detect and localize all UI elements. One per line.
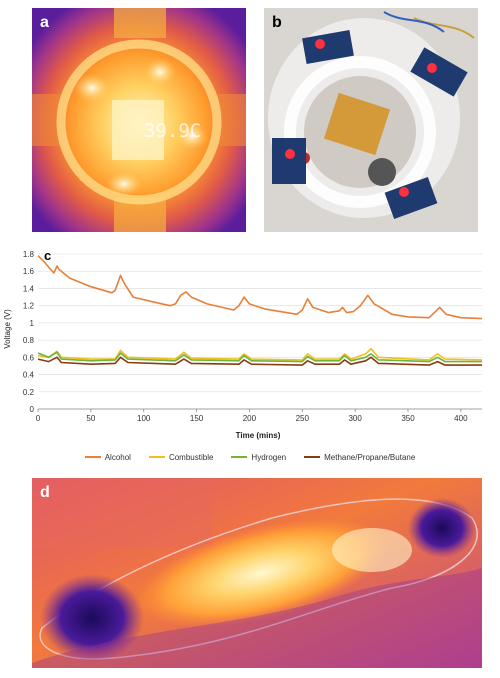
x-tick-label: 150 xyxy=(190,414,204,423)
chart-legend: Alcohol Combustible Hydrogen Methane/Propan… xyxy=(0,449,500,465)
legend-label: Hydrogen xyxy=(251,452,287,462)
panel-label-d: d xyxy=(40,484,50,501)
series-line-hydrogen xyxy=(37,351,482,363)
x-tick-label: 0 xyxy=(36,414,41,423)
y-tick-label: 0 xyxy=(30,405,35,414)
series-line-alcohol xyxy=(37,255,483,320)
y-tick-label: 0.6 xyxy=(23,353,35,362)
thermal-image-d xyxy=(32,478,482,668)
x-tick-label: 350 xyxy=(401,414,415,423)
y-tick-label: 1.2 xyxy=(23,302,35,311)
legend-swatch xyxy=(148,456,165,458)
x-tick-label: 100 xyxy=(137,414,151,423)
legend-entry: Combustible xyxy=(148,449,214,465)
y-axis-label: Voltage (V) xyxy=(3,309,12,349)
y-tick-label: 0.4 xyxy=(23,371,35,380)
series-line-combustible xyxy=(37,347,483,361)
y-tick-label: 1.4 xyxy=(23,284,35,293)
legend-swatch xyxy=(231,456,248,458)
legend-swatch xyxy=(304,456,321,458)
thermal-image-a xyxy=(32,8,246,232)
panel-label-b: b xyxy=(272,14,282,31)
device-photo-b xyxy=(264,8,478,232)
x-tick-label: 400 xyxy=(454,414,468,423)
panel-label-a: a xyxy=(40,14,49,31)
panel-c-voltage-chart: c 0 0.2 0.4 0.6 0.8 1 1.2 1.4 1.6 1.8 0 50 100 150 200… xyxy=(0,244,500,469)
legend-swatch xyxy=(84,456,101,458)
panel-a-thermal-image: a 39.9C xyxy=(32,8,246,232)
y-tick-label: 1.6 xyxy=(23,267,35,276)
panel-label-c: c xyxy=(44,248,52,263)
panel-d-thermal-image: d xyxy=(32,478,482,668)
y-tick-label: 0.2 xyxy=(23,388,35,397)
temperature-readout: 39.9C xyxy=(144,120,202,142)
y-tick-label: 1.8 xyxy=(23,250,35,259)
legend-label: Methane/Propane/Butane xyxy=(324,452,416,462)
y-tick-label: 0.8 xyxy=(23,336,35,345)
voltage-line-chart: 0 0.2 0.4 0.6 0.8 1 1.2 1.4 1.6 1.8 0 50 100 150 200 25… xyxy=(3,250,483,440)
x-tick-label: 300 xyxy=(348,414,362,423)
legend-label: Alcohol xyxy=(104,452,131,462)
legend-entry: Hydrogen xyxy=(231,449,286,465)
x-tick-label: 50 xyxy=(86,414,95,423)
y-tick-label: 1 xyxy=(30,319,35,328)
x-tick-label: 200 xyxy=(243,414,257,423)
legend-entry: Alcohol xyxy=(84,449,131,465)
x-tick-label: 250 xyxy=(296,414,310,423)
legend-entry: Methane/Propane/Butane xyxy=(304,449,415,465)
x-axis-label: Time (mins) xyxy=(236,431,281,440)
legend-label: Combustible xyxy=(168,452,214,462)
series-line-methane-propane-butane xyxy=(37,356,482,366)
panel-b-device-photo: b xyxy=(264,8,478,232)
